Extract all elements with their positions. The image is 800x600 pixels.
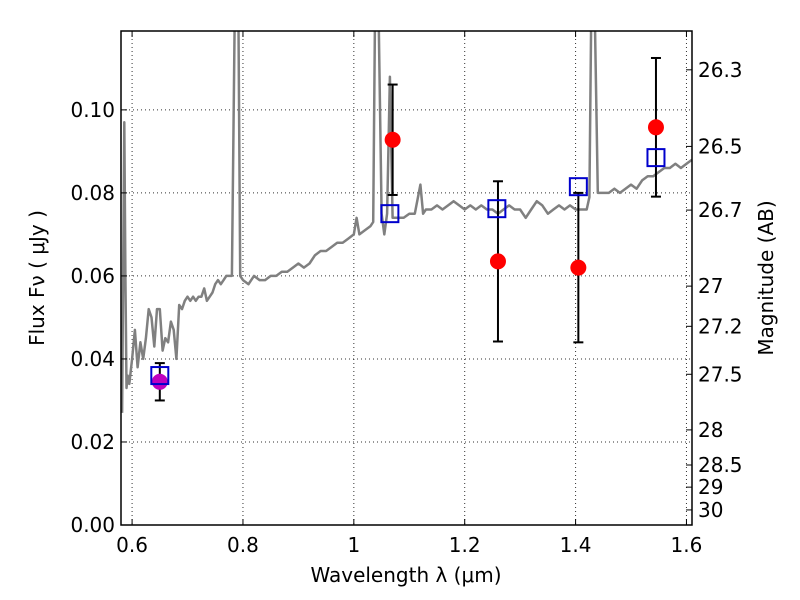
y-tick-label: 0.04 <box>70 347 115 371</box>
x-tick-label: 0.8 <box>227 533 259 557</box>
observed-point <box>647 119 664 136</box>
observed-point <box>384 131 401 148</box>
observed-point <box>151 373 168 390</box>
y-tick-label: 0.10 <box>70 98 115 122</box>
model-spectrum <box>121 31 692 413</box>
x-tick-label: 1.2 <box>449 533 481 557</box>
y2-tick-label: 29 <box>698 475 723 499</box>
y2-tick-label: 26.5 <box>698 134 743 158</box>
y-tick-label: 0.08 <box>70 181 115 205</box>
x-tick-label: 1.4 <box>560 533 592 557</box>
model-point <box>487 199 507 219</box>
y2-tick-label: 27 <box>698 274 723 298</box>
y2-tick-label: 26.7 <box>698 198 743 222</box>
model-points <box>150 148 666 386</box>
model-point <box>150 366 170 386</box>
y2-tick-label: 28 <box>698 418 723 442</box>
y2-axis-label: Magnitude (AB) <box>754 200 778 355</box>
y2-tick-label: 27.2 <box>698 314 743 338</box>
x-tick-label: 1.6 <box>671 533 703 557</box>
y2-tick-label: 26.3 <box>698 58 743 82</box>
spectrum-line <box>121 31 692 413</box>
x-axis-ticks: 0.6 0.8 1 1.2 1.4 1.6 <box>116 31 702 557</box>
model-point <box>646 148 666 168</box>
y2-tick-label: 30 <box>698 498 723 522</box>
model-point <box>380 204 400 224</box>
y-axis-label: Flux Fν ( μJy ) <box>25 210 49 346</box>
y-tick-label: 0.02 <box>70 430 115 454</box>
x-tick-label: 1 <box>347 533 360 557</box>
observed-point <box>489 253 506 270</box>
model-point <box>568 177 588 197</box>
y-tick-label: 0.00 <box>70 513 115 537</box>
y-tick-label: 0.06 <box>70 264 115 288</box>
y2-tick-label: 27.5 <box>698 362 743 386</box>
y-axis-ticks: 0.00 0.02 0.04 0.06 0.08 0.10 <box>70 98 127 537</box>
observed-point <box>570 259 587 276</box>
plot-frame <box>120 30 693 526</box>
x-axis-label: Wavelength λ (μm) <box>310 563 501 587</box>
y2-tick-label: 28.5 <box>698 453 743 477</box>
x-tick-label: 0.6 <box>116 533 148 557</box>
observed-points <box>151 119 664 390</box>
